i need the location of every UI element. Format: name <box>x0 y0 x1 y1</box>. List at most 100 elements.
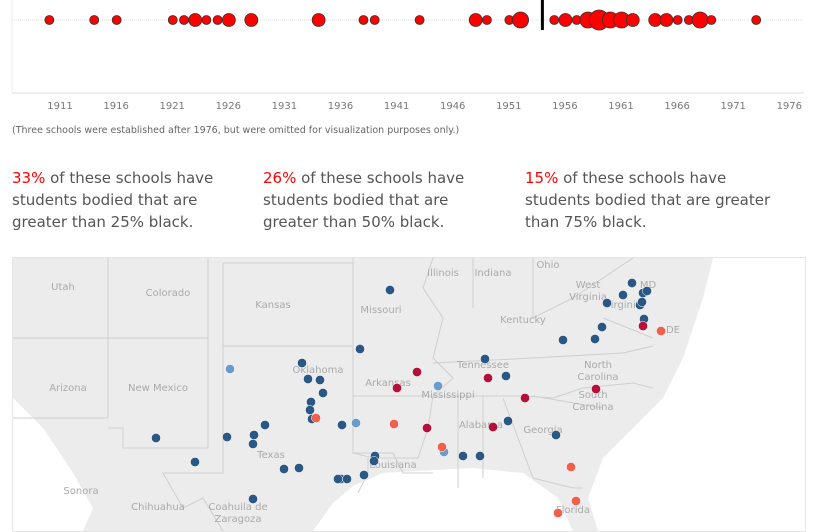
atlantic-ocean <box>588 258 805 531</box>
x-tick-label: 1951 <box>496 101 521 112</box>
state-label: Louisiana <box>369 460 416 471</box>
state-label: Alabama <box>459 420 503 431</box>
school-marker[interactable] <box>315 375 325 385</box>
timeline-point[interactable] <box>221 13 236 27</box>
timeline-point[interactable] <box>549 15 560 25</box>
timeline-point[interactable] <box>201 15 212 25</box>
school-marker[interactable] <box>551 430 561 440</box>
school-marker[interactable] <box>437 442 447 452</box>
school-marker[interactable] <box>297 358 307 368</box>
state-border <box>472 258 654 339</box>
school-marker[interactable] <box>385 285 395 295</box>
school-marker[interactable] <box>590 334 600 344</box>
schools-map[interactable]: Utah Colorado Kansas Missouri Illinois Indian… <box>12 257 806 532</box>
school-marker[interactable] <box>249 430 259 440</box>
timeline-point[interactable] <box>111 15 122 25</box>
school-marker[interactable] <box>369 456 379 466</box>
timeline-point[interactable] <box>659 13 674 27</box>
timeline-point[interactable] <box>558 13 573 27</box>
school-marker[interactable] <box>488 422 498 432</box>
school-marker[interactable] <box>190 457 200 467</box>
school-marker[interactable] <box>294 463 304 473</box>
timeline-point[interactable] <box>414 15 425 25</box>
timeline-point[interactable] <box>625 13 640 27</box>
school-marker[interactable] <box>260 420 270 430</box>
school-marker[interactable] <box>303 374 313 384</box>
school-marker[interactable] <box>422 423 432 433</box>
x-tick-label: 1921 <box>159 101 184 112</box>
school-marker[interactable] <box>483 373 493 383</box>
timeline-point[interactable] <box>44 15 55 25</box>
school-marker[interactable] <box>503 416 513 426</box>
founding-year-timeline: 1911 1916 1921 1926 1931 1936 1941 1946 1951 1956… <box>11 0 804 112</box>
school-marker[interactable] <box>553 508 563 518</box>
school-marker[interactable] <box>520 393 530 403</box>
school-marker[interactable] <box>602 298 612 308</box>
timeline-point[interactable] <box>358 15 369 25</box>
state-label: North Carolina <box>577 360 618 383</box>
school-marker[interactable] <box>248 439 258 449</box>
school-marker[interactable] <box>248 494 258 504</box>
school-marker[interactable] <box>333 474 343 484</box>
timeline-point[interactable] <box>369 15 380 25</box>
state-label: Illinois <box>427 268 459 279</box>
school-marker[interactable] <box>225 364 235 374</box>
state-label: Mississippi <box>421 390 474 401</box>
school-marker[interactable] <box>571 496 581 506</box>
timeline-point[interactable] <box>244 13 259 27</box>
school-marker[interactable] <box>566 462 576 472</box>
school-marker[interactable] <box>359 470 369 480</box>
timeline-point[interactable] <box>167 15 178 25</box>
school-marker[interactable] <box>591 384 601 394</box>
school-marker[interactable] <box>642 286 652 296</box>
timeline-point[interactable] <box>188 13 203 27</box>
school-marker[interactable] <box>597 322 607 332</box>
school-marker[interactable] <box>306 397 316 407</box>
school-marker[interactable] <box>433 381 443 391</box>
state-label: Arizona <box>49 383 87 394</box>
timeline-point[interactable] <box>706 15 717 25</box>
school-marker[interactable] <box>501 371 511 381</box>
school-marker[interactable] <box>311 413 321 423</box>
timeline-point[interactable] <box>89 15 100 25</box>
timeline-point[interactable] <box>672 15 683 25</box>
school-marker[interactable] <box>305 405 315 415</box>
timeline-point[interactable] <box>691 11 709 29</box>
timeline-point[interactable] <box>468 13 483 27</box>
school-marker[interactable] <box>638 321 648 331</box>
school-marker[interactable] <box>337 420 347 430</box>
timeline-point[interactable] <box>512 11 529 29</box>
timeline-point[interactable] <box>751 15 762 25</box>
timeline-point[interactable] <box>212 15 223 25</box>
school-marker[interactable] <box>342 474 352 484</box>
omission-note: (Three schools were established after 19… <box>12 125 460 136</box>
school-marker[interactable] <box>351 418 361 428</box>
school-marker[interactable] <box>558 335 568 345</box>
school-marker[interactable] <box>355 344 365 354</box>
school-marker[interactable] <box>392 383 402 393</box>
school-marker[interactable] <box>475 451 485 461</box>
school-marker[interactable] <box>480 354 490 364</box>
school-marker[interactable] <box>656 326 666 336</box>
school-marker[interactable] <box>389 419 399 429</box>
school-marker[interactable] <box>627 278 637 288</box>
state-label: Kansas <box>255 300 290 311</box>
school-marker[interactable] <box>222 432 232 442</box>
school-marker[interactable] <box>318 388 328 398</box>
state-label: DE <box>666 325 680 336</box>
state-border <box>532 477 583 489</box>
school-marker[interactable] <box>458 451 468 461</box>
school-marker[interactable] <box>151 433 161 443</box>
school-marker[interactable] <box>279 464 289 474</box>
timeline-point[interactable] <box>311 13 326 27</box>
school-marker[interactable] <box>637 297 647 307</box>
timeline-point[interactable] <box>482 15 492 25</box>
state-label: Tennessee <box>456 360 509 371</box>
state-label: MD <box>640 280 657 291</box>
x-tick-label: 1966 <box>664 101 689 112</box>
school-marker[interactable] <box>618 290 628 300</box>
school-marker[interactable] <box>412 367 422 377</box>
x-tick-label: 1936 <box>328 101 353 112</box>
x-tick-label: 1926 <box>216 101 241 112</box>
timeline-point[interactable] <box>179 15 189 25</box>
